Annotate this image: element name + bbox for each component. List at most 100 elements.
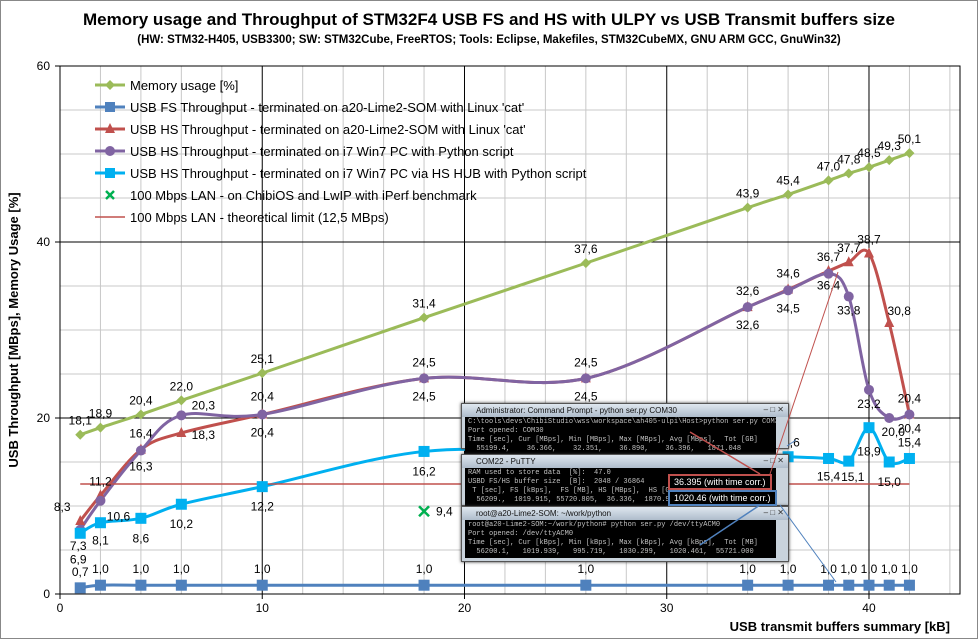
data-label: 24,5	[412, 389, 436, 403]
data-label: 1,0	[416, 562, 433, 576]
data-label: 1,0	[820, 562, 837, 576]
circle-marker	[742, 302, 753, 313]
circle-marker	[783, 285, 794, 296]
square-marker	[94, 517, 106, 529]
diamond-marker	[742, 202, 753, 213]
data-label: 16,2	[412, 464, 436, 478]
data-label: 6,9	[70, 552, 87, 566]
x-tick-label: 0	[57, 601, 64, 615]
ssh-terminal: root@a20-Lime2-SOM:~/work/python# python…	[465, 520, 776, 558]
term-line: Port opened: COM30	[468, 427, 544, 435]
data-label: 20,3	[192, 398, 216, 412]
data-label: 16,4	[129, 427, 153, 441]
x-marker	[105, 190, 115, 200]
triangle-marker	[75, 514, 86, 525]
data-label: 30,8	[888, 304, 912, 318]
x-tick-label: 20	[458, 601, 472, 615]
data-label: 1,0	[861, 562, 878, 576]
data-label: 1,0	[780, 562, 797, 576]
square-marker	[418, 445, 430, 457]
data-label: 22,0	[170, 379, 194, 393]
term-line: Time [sec], Cur [kBps], Min [kBps], Max …	[468, 539, 758, 547]
data-label: 1,0	[840, 562, 857, 576]
fs-time-corr-callout: 1020.46 (with time corr.)	[668, 490, 777, 506]
data-label: 1,0	[92, 562, 109, 576]
data-label: 15,4	[817, 469, 841, 483]
circle-marker	[904, 409, 915, 420]
circle-marker	[823, 268, 834, 279]
data-label: 7,3	[70, 539, 87, 553]
data-label: 11,2	[89, 474, 112, 488]
data-label: 50,1	[898, 132, 922, 146]
data-label: 48,5	[857, 146, 881, 160]
data-label: 36,7	[817, 250, 841, 264]
data-label: 10,6	[107, 510, 131, 524]
hs-time-corr-callout: 36.395 (with time corr.)	[668, 474, 772, 490]
data-label: 1,0	[739, 562, 756, 576]
data-label: 1,0	[577, 562, 594, 576]
diamond-marker	[95, 422, 106, 433]
data-label: 24,5	[574, 355, 598, 369]
square-marker	[135, 512, 147, 524]
circle-marker	[257, 409, 268, 420]
circle-marker	[884, 413, 895, 423]
cmd-terminal: C:\tools\devs\ChibiStudio\wss\workspace\…	[465, 417, 776, 455]
legend-entry: USB HS Throughput - terminated on i7 Win…	[130, 144, 514, 159]
plot-area	[59, 65, 961, 595]
legend-entry: 100 Mbps LAN - theoretical limit (12,5 M…	[130, 210, 389, 225]
y-tick-label: 60	[37, 59, 51, 73]
triangle-marker	[843, 256, 854, 267]
data-label: 32,6	[736, 284, 760, 298]
data-label: 1,0	[133, 562, 150, 576]
putty-window-title: COM22 - PuTTY	[462, 455, 788, 468]
data-label: 47,8	[837, 152, 861, 166]
y-axis-label: USB Throughput [MBps], Memory Usage [%]	[6, 192, 21, 467]
circle-marker	[843, 291, 854, 302]
triangle-marker	[176, 426, 187, 437]
circle-marker	[863, 384, 874, 395]
data-label: 8,3	[54, 500, 71, 514]
diamond-marker	[135, 409, 146, 420]
window-controls-icon: – □ ✕	[763, 508, 784, 517]
cmd-window: Administrator: Command Prompt - python s…	[461, 403, 789, 455]
square-marker	[903, 579, 915, 591]
square-marker	[863, 422, 875, 434]
circle-marker	[105, 146, 115, 156]
square-marker	[175, 498, 187, 510]
data-label: 34,5	[776, 301, 800, 315]
legend-entry: USB HS Throughput - terminated on i7 Win…	[130, 166, 587, 181]
data-label: 15,0	[878, 475, 902, 489]
data-label: 18,3	[192, 428, 216, 442]
triangle-marker	[863, 247, 874, 258]
data-label: 37,6	[574, 242, 598, 256]
square-marker	[742, 579, 754, 591]
ssh-window: root@a20-Lime2-SOM: ~/work/python – □ ✕ …	[461, 506, 789, 562]
x-tick-label: 10	[256, 601, 270, 615]
x-axis-label: USB transmit buffers summary [kB]	[730, 619, 950, 634]
data-label: 32,6	[736, 318, 760, 332]
data-label: 37,7	[837, 241, 861, 255]
diamond-marker	[419, 312, 430, 323]
square-marker	[580, 579, 592, 591]
data-label: 20,4	[129, 393, 153, 407]
data-label: 1,0	[173, 562, 190, 576]
data-label: 23,2	[857, 397, 881, 411]
term-line: root@a20-Lime2-SOM:~/work/python# python…	[468, 521, 721, 529]
diamond-marker	[257, 368, 268, 379]
data-label: 36,4	[817, 279, 841, 293]
term-line: 55199.4, 36.366, 32.351, 36.890, 36.396,…	[468, 445, 742, 453]
data-label: 20,4	[898, 421, 922, 435]
y-tick-label: 40	[37, 235, 51, 249]
series-line	[80, 583, 910, 590]
diamond-marker	[823, 175, 834, 186]
square-marker	[418, 579, 430, 591]
data-label: 38,7	[857, 232, 881, 246]
data-label: 0,7	[72, 565, 89, 579]
diamond-marker	[904, 148, 915, 159]
y-tick-label: 20	[37, 411, 51, 425]
circle-marker	[176, 410, 187, 421]
term-line: 56209., 1019.915, 55720.805, 36.336, 187…	[468, 496, 679, 504]
diamond-marker	[580, 258, 591, 269]
x-tick-label: 30	[660, 601, 674, 615]
x-tick-label: 40	[862, 601, 876, 615]
